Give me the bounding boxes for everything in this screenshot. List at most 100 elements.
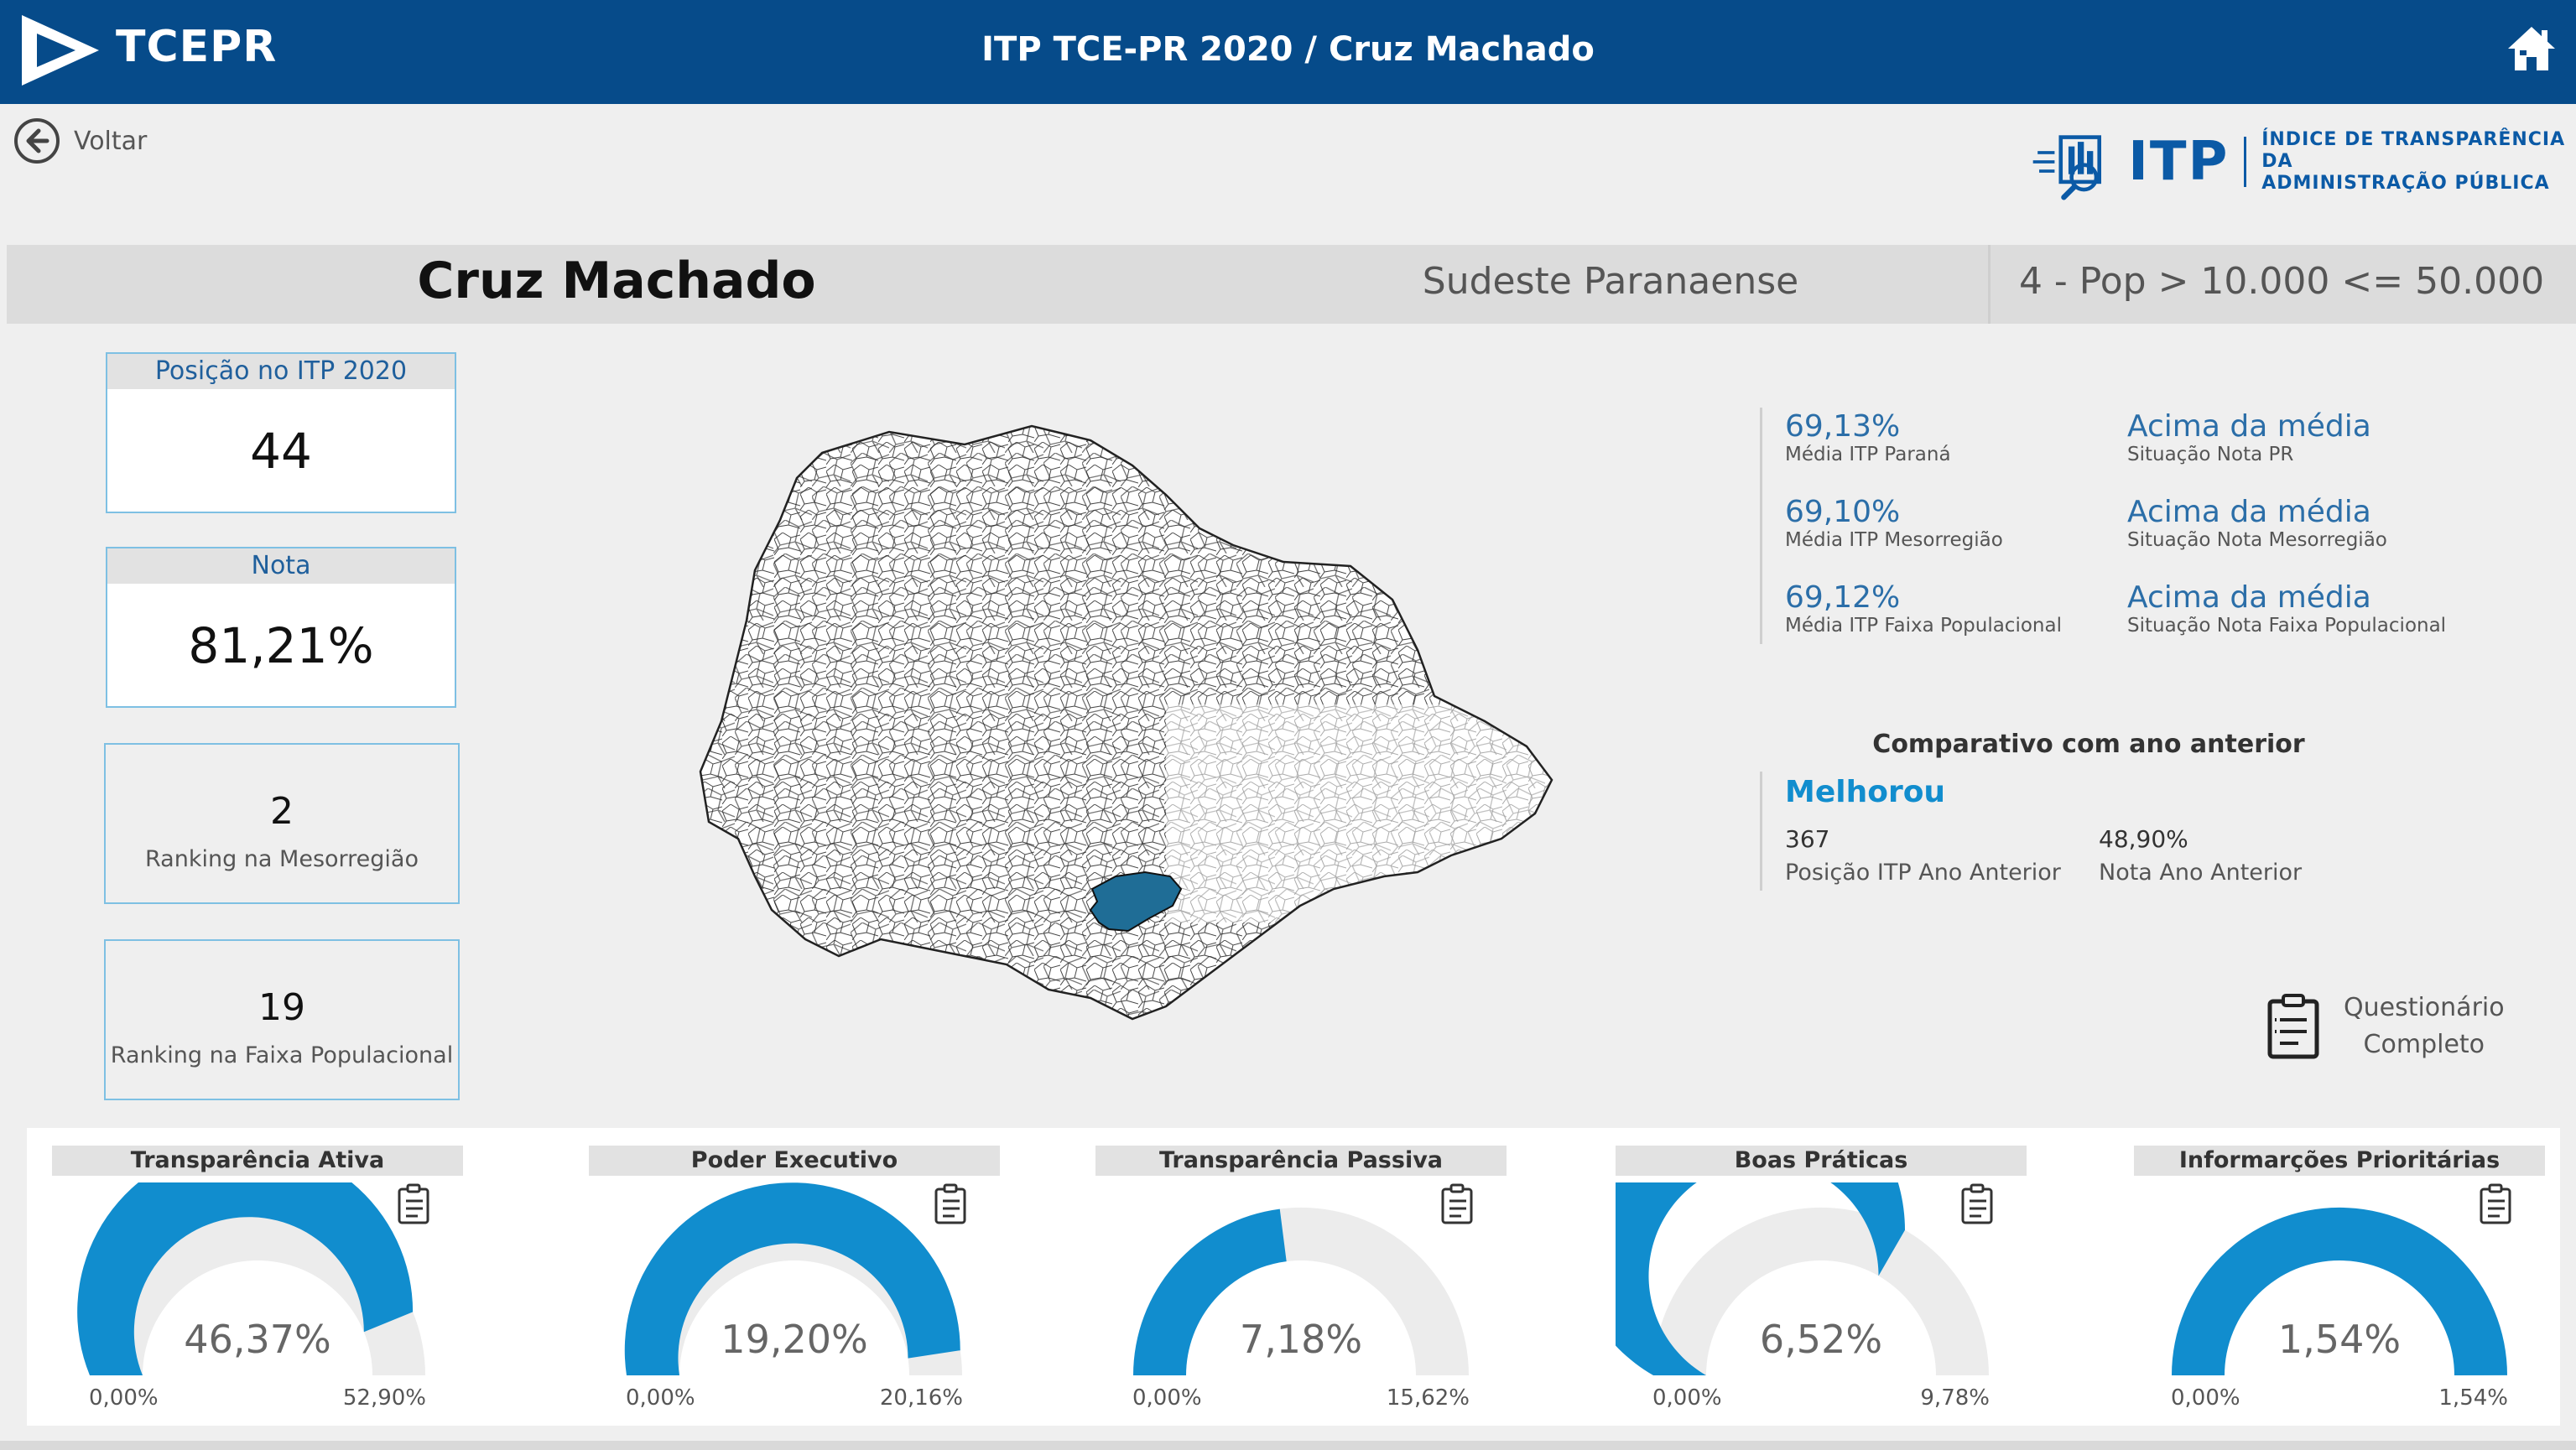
gauge-fill [2172, 1207, 2507, 1375]
clipboard-icon[interactable] [398, 1183, 429, 1224]
prev-position-label: Posição ITP Ano Anterior [1785, 860, 2061, 886]
stat-label: Média ITP Mesorregião [1785, 529, 2003, 551]
gauge-track [1653, 1207, 1989, 1375]
itp-description: ÍNDICE DE TRANSPARÊNCIA DA ADMINISTRAÇÃO… [2261, 129, 2576, 195]
status-value: Acima da média [2127, 409, 2371, 444]
stats-row: 69,13% Média ITP Paraná Acima da média S… [1785, 409, 2540, 495]
gauge-panel [27, 1128, 2560, 1426]
questionnaire-link[interactable]: Questionário Completo [2265, 990, 2505, 1063]
itp-desc-line1: ÍNDICE DE TRANSPARÊNCIA DA [2261, 129, 2566, 172]
stat-label: Média ITP Faixa Populacional [1785, 615, 2062, 637]
position-value: 44 [250, 423, 312, 480]
logo-text: TCEPR [116, 22, 278, 72]
gauge-value: 6,52% [1759, 1317, 1883, 1362]
gauge-fill [1616, 1182, 1905, 1375]
prev-score-value: 48,90% [2099, 825, 2188, 853]
stats-panel: 69,13% Média ITP Paraná Acima da média S… [1785, 409, 2540, 666]
stat-cell: 69,10% Média ITP Mesorregião [1785, 495, 2127, 580]
gauge-max-label: 15,62% [1386, 1385, 1470, 1411]
gauge-min-label: 0,00% [1652, 1385, 1722, 1411]
parana-map[interactable] [696, 419, 1577, 1040]
comparison-result: Melhorou [1785, 775, 1946, 809]
gauge-chart [2172, 1183, 2511, 1375]
gauge-fill [77, 1182, 414, 1375]
stat-value: 69,10% [1785, 495, 1901, 529]
highlighted-municipality[interactable] [1089, 871, 1183, 933]
gauge-max-label: 1,54% [2438, 1385, 2508, 1411]
itp-brand: ITP ÍNDICE DE TRANSPARÊNCIA DA ADMINISTR… [2030, 116, 2576, 208]
gauge-chart [77, 1182, 429, 1375]
prev-score-cell: 48,90% Nota Ano Anterior [2099, 825, 2302, 886]
prev-position-value: 367 [1785, 825, 1830, 853]
comparison-title: Comparativo com ano anterior [1872, 730, 2305, 759]
gauge-min-label: 0,00% [89, 1385, 159, 1411]
gauge-value: 7,18% [1239, 1317, 1363, 1362]
stats-row: 69,12% Média ITP Faixa Populacional Acim… [1785, 580, 2540, 666]
gauge-min-label: 0,00% [2171, 1385, 2240, 1411]
gauge-chart [624, 1182, 966, 1375]
population-band: 4 - Pop > 10.000 <= 50.000 [2018, 260, 2545, 303]
status-cell: Acima da média Situação Nota Mesorregião [2127, 495, 2387, 580]
gauge-min-label: 0,00% [1132, 1385, 1202, 1411]
gauge-card: Poder Executivo 19,20% 0,00% 20,16% [589, 1146, 1000, 1422]
meso-rank-card: 2 Ranking na Mesorregião [104, 743, 460, 904]
home-icon[interactable] [2506, 23, 2557, 74]
gauge-card: Transparência Passiva 7,18% 0,00% 15,62% [1095, 1146, 1507, 1422]
back-button[interactable]: Voltar [13, 114, 147, 168]
pop-rank-card: 19 Ranking na Faixa Populacional [104, 939, 460, 1100]
status-label: Situação Nota PR [2127, 444, 2294, 465]
questionnaire-text: Questionário Completo [2344, 990, 2505, 1063]
stat-value: 69,12% [1785, 580, 1901, 615]
prev-score-label: Nota Ano Anterior [2099, 860, 2303, 886]
gauge-card: Transparência Ativa 46,37% 0,00% 52,90% [52, 1146, 463, 1422]
gauge-chart [1616, 1182, 1993, 1375]
gauge-value: 1,54% [2277, 1317, 2402, 1362]
clipboard-icon[interactable] [934, 1183, 966, 1224]
pop-rank-label: Ranking na Faixa Populacional [110, 1042, 454, 1068]
status-value: Acima da média [2127, 580, 2371, 615]
gauge-max-label: 52,90% [342, 1385, 426, 1411]
gauge-card: Boas Práticas 6,52% 0,00% 9,78% [1616, 1146, 2027, 1422]
score-card: Nota 81,21% [106, 547, 456, 708]
itp-separator [2244, 137, 2247, 187]
prev-position-cell: 367 Posição ITP Ano Anterior [1785, 825, 2061, 886]
gauge-title: Poder Executivo [589, 1146, 1000, 1176]
stat-cell: 69,13% Média ITP Paraná [1785, 409, 2127, 495]
state-outline [699, 424, 1553, 1021]
mesoregion-name: Sudeste Paranaense [1422, 260, 1799, 303]
itp-name: ITP [2128, 131, 2230, 193]
itp-logo-icon [2032, 135, 2101, 200]
gauge-chart [1133, 1183, 1473, 1375]
status-cell: Acima da média Situação Nota Faixa Popul… [2127, 580, 2446, 666]
meso-rank-value: 2 [270, 790, 294, 833]
info-bar [7, 245, 2576, 324]
status-value: Acima da média [2127, 495, 2371, 529]
position-card: Posição no ITP 2020 44 [106, 352, 456, 513]
bottom-strip [0, 1441, 2576, 1450]
gauge-max-label: 9,78% [1920, 1385, 1990, 1411]
questionnaire-line2: Completo [2363, 1030, 2485, 1059]
stat-label: Média ITP Paraná [1785, 444, 1951, 465]
status-label: Situação Nota Faixa Populacional [2127, 615, 2447, 637]
status-cell: Acima da média Situação Nota PR [2127, 409, 2371, 495]
position-label: Posição no ITP 2020 [107, 354, 455, 389]
stat-value: 69,13% [1785, 409, 1901, 444]
score-label: Nota [107, 548, 455, 584]
stats-divider [1760, 408, 1762, 644]
municipality-name: Cruz Machado [417, 252, 816, 310]
clipboard-icon[interactable] [2480, 1183, 2511, 1224]
meso-rank-label: Ranking na Mesorregião [145, 846, 419, 872]
back-label: Voltar [74, 126, 148, 156]
top-bar [0, 0, 2576, 104]
clipboard-icon[interactable] [1441, 1183, 1473, 1224]
gauge-value: 46,37% [184, 1317, 331, 1362]
arrow-left-circle-icon [14, 118, 60, 164]
gauge-title: Transparência Ativa [52, 1146, 463, 1176]
status-label: Situação Nota Mesorregião [2127, 529, 2387, 551]
gauge-max-label: 20,16% [879, 1385, 963, 1411]
gauge-min-label: 0,00% [626, 1385, 695, 1411]
itp-desc-line2: ADMINISTRAÇÃO PÚBLICA [2261, 173, 2550, 194]
gauge-fill [624, 1182, 960, 1375]
clipboard-icon[interactable] [1961, 1183, 1993, 1224]
stats-row: 69,10% Média ITP Mesorregião Acima da mé… [1785, 495, 2540, 580]
